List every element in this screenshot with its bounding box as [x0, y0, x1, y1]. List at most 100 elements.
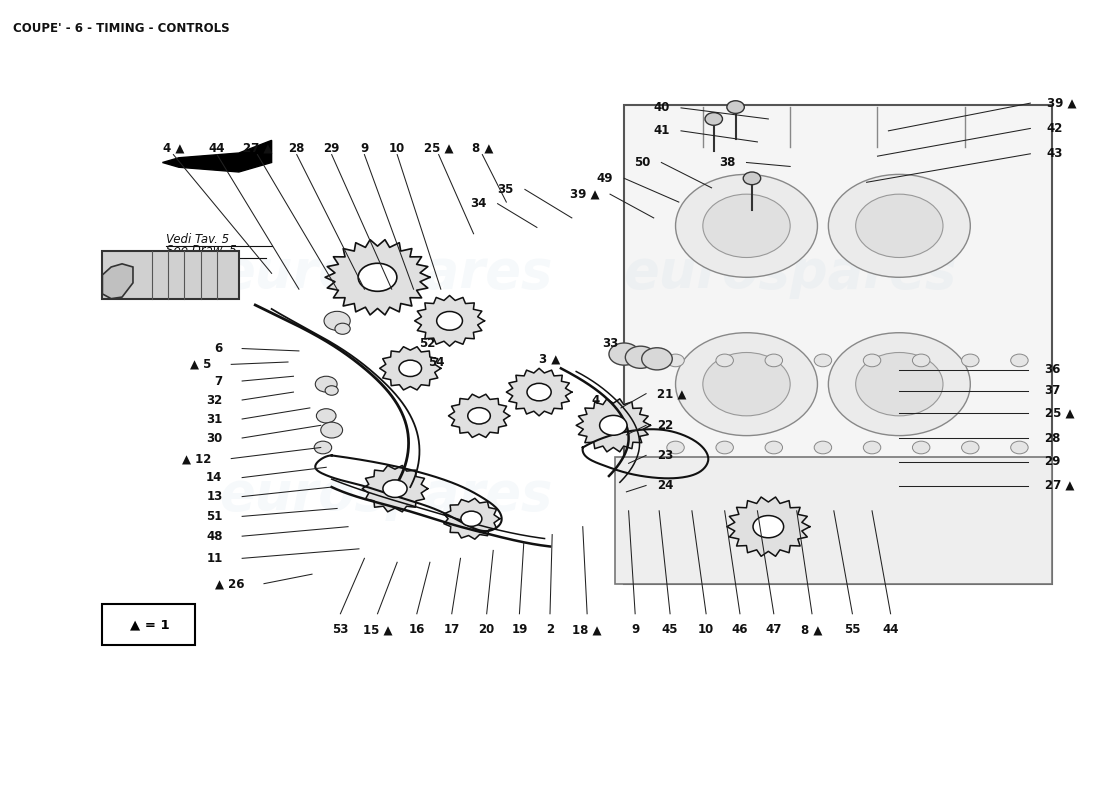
- Circle shape: [675, 333, 817, 436]
- Polygon shape: [326, 240, 430, 315]
- Circle shape: [600, 415, 627, 435]
- Text: 35: 35: [497, 183, 514, 196]
- Text: 14: 14: [206, 471, 222, 484]
- Text: 13: 13: [206, 490, 222, 503]
- Polygon shape: [449, 394, 509, 438]
- Text: 27 ▲: 27 ▲: [243, 142, 272, 154]
- Text: 44: 44: [209, 142, 226, 154]
- Text: 39 ▲: 39 ▲: [1047, 97, 1076, 110]
- Circle shape: [317, 409, 336, 423]
- Circle shape: [814, 441, 832, 454]
- Circle shape: [461, 511, 482, 526]
- Text: 48: 48: [206, 530, 222, 542]
- Text: 44: 44: [882, 623, 899, 636]
- Text: 50: 50: [634, 156, 650, 169]
- Circle shape: [912, 354, 930, 366]
- Text: 29: 29: [323, 142, 340, 154]
- Circle shape: [727, 101, 745, 114]
- Circle shape: [359, 263, 397, 291]
- Circle shape: [437, 311, 462, 330]
- Text: 10: 10: [698, 623, 714, 636]
- Bar: [102, 251, 239, 298]
- Circle shape: [625, 346, 656, 368]
- Bar: [624, 105, 1053, 584]
- Text: 42: 42: [1047, 122, 1063, 135]
- Circle shape: [667, 354, 684, 366]
- Circle shape: [705, 113, 723, 126]
- Circle shape: [864, 528, 881, 541]
- Circle shape: [703, 194, 790, 258]
- Circle shape: [961, 354, 979, 366]
- Text: 38: 38: [719, 156, 736, 169]
- Text: 28: 28: [288, 142, 305, 154]
- Circle shape: [1011, 354, 1028, 366]
- Circle shape: [675, 174, 817, 278]
- Bar: [102, 604, 195, 646]
- Text: 47: 47: [766, 623, 782, 636]
- Text: 29: 29: [1045, 455, 1060, 468]
- Circle shape: [716, 354, 734, 366]
- Text: 9: 9: [631, 623, 639, 636]
- Circle shape: [1011, 528, 1028, 541]
- Text: 4: 4: [592, 394, 600, 406]
- Circle shape: [716, 441, 734, 454]
- Text: 37: 37: [1045, 384, 1060, 397]
- Text: 53: 53: [332, 623, 349, 636]
- Text: 11: 11: [206, 552, 222, 565]
- Circle shape: [609, 343, 639, 365]
- Circle shape: [667, 441, 684, 454]
- Text: 7: 7: [214, 374, 222, 387]
- Circle shape: [744, 172, 761, 185]
- Text: 51: 51: [206, 510, 222, 523]
- Text: ▲ 5: ▲ 5: [190, 358, 211, 371]
- Text: 52: 52: [419, 337, 436, 350]
- Polygon shape: [727, 497, 810, 556]
- Circle shape: [961, 528, 979, 541]
- Text: eurospares: eurospares: [624, 247, 957, 299]
- Text: 45: 45: [662, 623, 679, 636]
- Text: 9: 9: [361, 142, 368, 154]
- Circle shape: [641, 348, 672, 370]
- Text: Vedi Tav. 5: Vedi Tav. 5: [166, 233, 229, 246]
- Circle shape: [1011, 441, 1028, 454]
- Circle shape: [716, 528, 734, 541]
- Text: 3 ▲: 3 ▲: [539, 352, 560, 366]
- Text: 10: 10: [389, 142, 405, 154]
- Text: 33: 33: [603, 337, 618, 350]
- Text: 55: 55: [844, 623, 860, 636]
- Text: 39 ▲: 39 ▲: [570, 188, 600, 201]
- Circle shape: [766, 528, 782, 541]
- Text: 15 ▲: 15 ▲: [363, 623, 393, 636]
- Text: 40: 40: [653, 102, 670, 114]
- Circle shape: [667, 528, 684, 541]
- Text: eurospares: eurospares: [220, 469, 553, 521]
- Text: 34: 34: [471, 197, 486, 210]
- Polygon shape: [415, 295, 484, 346]
- Circle shape: [766, 441, 782, 454]
- Text: ▲ 12: ▲ 12: [183, 452, 211, 465]
- Circle shape: [316, 376, 337, 392]
- Polygon shape: [163, 140, 272, 172]
- Text: See Draw. 5: See Draw. 5: [166, 245, 236, 258]
- Circle shape: [864, 441, 881, 454]
- Polygon shape: [379, 346, 441, 390]
- Text: 23: 23: [657, 449, 673, 462]
- Text: 17: 17: [443, 623, 460, 636]
- Text: 18 ▲: 18 ▲: [572, 623, 602, 636]
- Circle shape: [703, 353, 790, 416]
- Bar: [616, 457, 1053, 584]
- Text: 43: 43: [1047, 147, 1063, 160]
- Text: 21 ▲: 21 ▲: [657, 387, 686, 400]
- Circle shape: [527, 383, 551, 401]
- Circle shape: [856, 353, 943, 416]
- Circle shape: [961, 441, 979, 454]
- Text: 24: 24: [657, 479, 673, 492]
- Text: eurospares: eurospares: [220, 247, 553, 299]
- Circle shape: [814, 354, 832, 366]
- Polygon shape: [102, 264, 133, 298]
- Circle shape: [324, 311, 350, 330]
- Polygon shape: [443, 498, 499, 539]
- Circle shape: [315, 441, 332, 454]
- Text: 41: 41: [653, 124, 670, 138]
- Text: 8 ▲: 8 ▲: [472, 142, 493, 154]
